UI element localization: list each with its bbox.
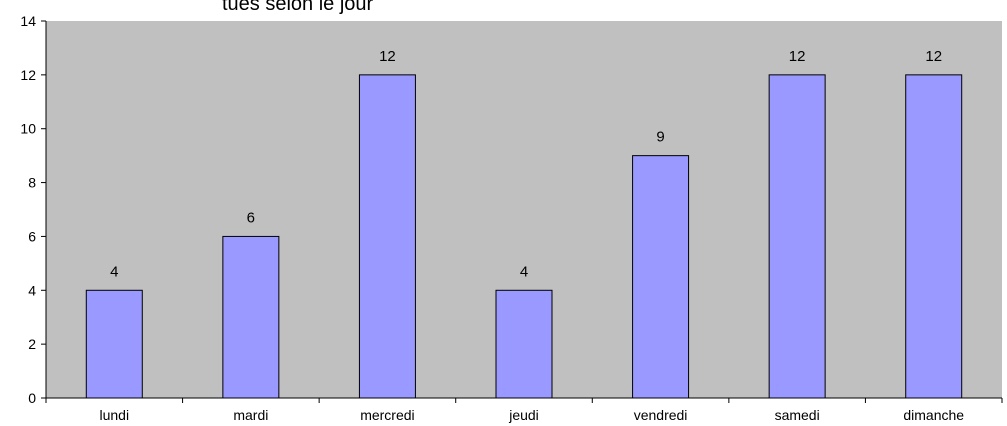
x-category-label: vendredi — [634, 407, 688, 423]
data-label-samedi: 12 — [789, 48, 806, 65]
x-category-label: mercredi — [360, 407, 414, 423]
data-label-vendredi: 9 — [656, 129, 664, 146]
data-label-lundi: 4 — [110, 263, 118, 280]
data-label-dimanche: 12 — [925, 48, 942, 65]
bar-jeudi — [495, 289, 553, 399]
y-tick-label: 12 — [20, 67, 36, 83]
y-tick-label: 4 — [28, 282, 36, 298]
x-category-label: jeudi — [508, 407, 539, 423]
y-tick-label: 2 — [28, 336, 36, 352]
y-tick-label: 8 — [28, 175, 36, 191]
bar-mardi — [222, 235, 280, 399]
bar-mercredi — [358, 74, 416, 399]
y-tick-label: 0 — [28, 390, 36, 406]
chart-title: tués selon le jour — [222, 0, 374, 15]
bar-lundi — [85, 289, 143, 399]
x-category-label: dimanche — [903, 407, 964, 423]
x-category-label: mardi — [233, 407, 268, 423]
bar-samedi — [768, 74, 826, 399]
data-label-mercredi: 12 — [379, 48, 396, 65]
x-category-label: lundi — [99, 407, 129, 423]
y-tick-label: 14 — [20, 13, 36, 29]
data-label-jeudi: 4 — [520, 263, 528, 280]
y-tick-label: 6 — [28, 228, 36, 244]
bar-dimanche — [905, 74, 963, 399]
y-tick-label: 10 — [20, 121, 36, 137]
bar-vendredi — [632, 155, 690, 399]
data-label-mardi: 6 — [247, 209, 255, 226]
x-category-label: samedi — [775, 407, 820, 423]
